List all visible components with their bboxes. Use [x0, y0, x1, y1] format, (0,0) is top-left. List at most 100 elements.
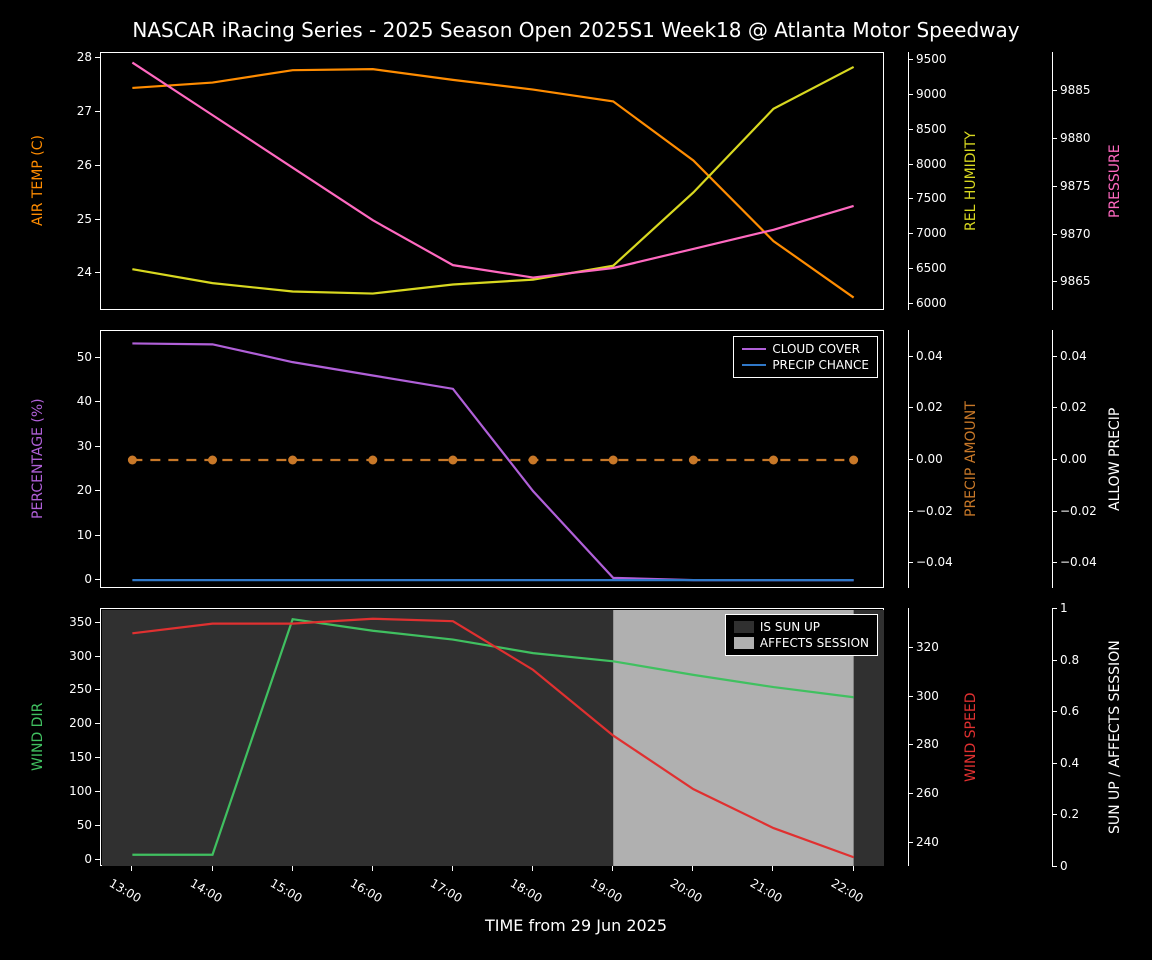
ytick-left: 300 [69, 649, 92, 663]
ytick-left: 25 [77, 212, 92, 226]
ytick-right: 260 [916, 786, 939, 800]
page-title: NASCAR iRacing Series - 2025 Season Open… [0, 18, 1152, 42]
ytick-right: 9885 [1060, 83, 1091, 97]
legend-item: CLOUD COVER [742, 341, 869, 357]
ytick-right: 9870 [1060, 227, 1091, 241]
ytick-right: 1 [1060, 601, 1068, 615]
ytick-left: 27 [77, 104, 92, 118]
series-cloud_cover [132, 343, 853, 580]
legend-item: AFFECTS SESSION [734, 635, 869, 651]
ytick-right: 0.00 [1060, 452, 1087, 466]
ytick-left: 26 [77, 158, 92, 172]
ylabel-left: PERCENTAGE (%) [30, 330, 46, 588]
ylabel-right: WIND SPEED [963, 608, 979, 866]
ytick-right: −0.02 [916, 504, 953, 518]
ytick-left: 0 [84, 852, 92, 866]
marker-precip_amount [288, 456, 297, 465]
xtick: 16:00 [347, 876, 384, 905]
xtick: 18:00 [508, 876, 545, 905]
x-axis-label: TIME from 29 Jun 2025 [0, 916, 1152, 935]
panel1-svg [101, 53, 885, 311]
legend-item: IS SUN UP [734, 619, 869, 635]
ytick-left: 50 [77, 350, 92, 364]
ylabel-right: PRESSURE [1107, 52, 1123, 310]
ylabel-left: WIND DIR [30, 608, 46, 866]
xtick: 21:00 [748, 876, 785, 905]
marker-precip_amount [689, 456, 698, 465]
ytick-right: 9500 [916, 52, 947, 66]
ytick-left: 50 [77, 818, 92, 832]
ytick-right: 240 [916, 835, 939, 849]
ytick-right: 6500 [916, 261, 947, 275]
ytick-right: 7500 [916, 191, 947, 205]
marker-precip_amount [769, 456, 778, 465]
ytick-right: 0.8 [1060, 653, 1079, 667]
ylabel-right: SUN UP / AFFECTS SESSION [1107, 608, 1123, 866]
ytick-right: 0.6 [1060, 704, 1079, 718]
ytick-left: 24 [77, 265, 92, 279]
ytick-right: −0.04 [1060, 555, 1097, 569]
ytick-left: 100 [69, 784, 92, 798]
ytick-left: 30 [77, 439, 92, 453]
marker-precip_amount [208, 456, 217, 465]
ylabel-left: AIR TEMP (C) [30, 52, 46, 310]
panel3-legend: IS SUN UPAFFECTS SESSION [725, 614, 878, 656]
marker-precip_amount [128, 456, 137, 465]
ytick-right: 8000 [916, 157, 947, 171]
ylabel-right: REL HUMIDITY [963, 52, 979, 310]
ytick-right: 9880 [1060, 131, 1091, 145]
ytick-right: 0.02 [916, 400, 943, 414]
ytick-left: 200 [69, 716, 92, 730]
panel2-legend: CLOUD COVERPRECIP CHANCE [733, 336, 878, 378]
legend-label: IS SUN UP [760, 619, 820, 635]
ytick-right: 0.2 [1060, 807, 1079, 821]
ytick-left: 250 [69, 682, 92, 696]
series-rel_humidity [132, 67, 853, 294]
spine-right [1052, 608, 1053, 866]
ytick-left: 0 [84, 572, 92, 586]
series-pressure [132, 63, 853, 278]
marker-precip_amount [849, 456, 858, 465]
xtick: 15:00 [267, 876, 304, 905]
ytick-right: 280 [916, 737, 939, 751]
xtick: 22:00 [828, 876, 865, 905]
xtick: 19:00 [588, 876, 625, 905]
legend-label: AFFECTS SESSION [760, 635, 869, 651]
marker-precip_amount [609, 456, 618, 465]
ytick-right: 9865 [1060, 274, 1091, 288]
series-air_temp [132, 69, 853, 297]
ytick-right: −0.02 [1060, 504, 1097, 518]
xtick: 20:00 [668, 876, 705, 905]
marker-precip_amount [529, 456, 538, 465]
ytick-right: 0.04 [1060, 349, 1087, 363]
ytick-left: 350 [69, 615, 92, 629]
legend-item: PRECIP CHANCE [742, 357, 869, 373]
spine-right [908, 52, 909, 310]
marker-precip_amount [368, 456, 377, 465]
ytick-right: 320 [916, 640, 939, 654]
legend-label: CLOUD COVER [772, 341, 860, 357]
ytick-left: 40 [77, 394, 92, 408]
ytick-left: 20 [77, 483, 92, 497]
ytick-right: 0.02 [1060, 400, 1087, 414]
ytick-right: 7000 [916, 226, 947, 240]
xtick: 13:00 [107, 876, 144, 905]
ytick-right: 0.00 [916, 452, 943, 466]
xtick: 14:00 [187, 876, 224, 905]
ytick-right: 8500 [916, 122, 947, 136]
ytick-left: 150 [69, 750, 92, 764]
marker-precip_amount [448, 456, 457, 465]
chart-page: NASCAR iRacing Series - 2025 Season Open… [0, 0, 1152, 960]
ytick-right: 300 [916, 689, 939, 703]
panel1 [100, 52, 884, 310]
ytick-left: 10 [77, 528, 92, 542]
xtick: 17:00 [428, 876, 465, 905]
ylabel-right: PRECIP AMOUNT [963, 330, 979, 588]
ytick-right: 6000 [916, 296, 947, 310]
ylabel-right: ALLOW PRECIP [1107, 330, 1123, 588]
ytick-right: 0.4 [1060, 756, 1079, 770]
ytick-right: 0.04 [916, 349, 943, 363]
ytick-left: 28 [77, 50, 92, 64]
ytick-right: 9875 [1060, 179, 1091, 193]
ytick-right: −0.04 [916, 555, 953, 569]
